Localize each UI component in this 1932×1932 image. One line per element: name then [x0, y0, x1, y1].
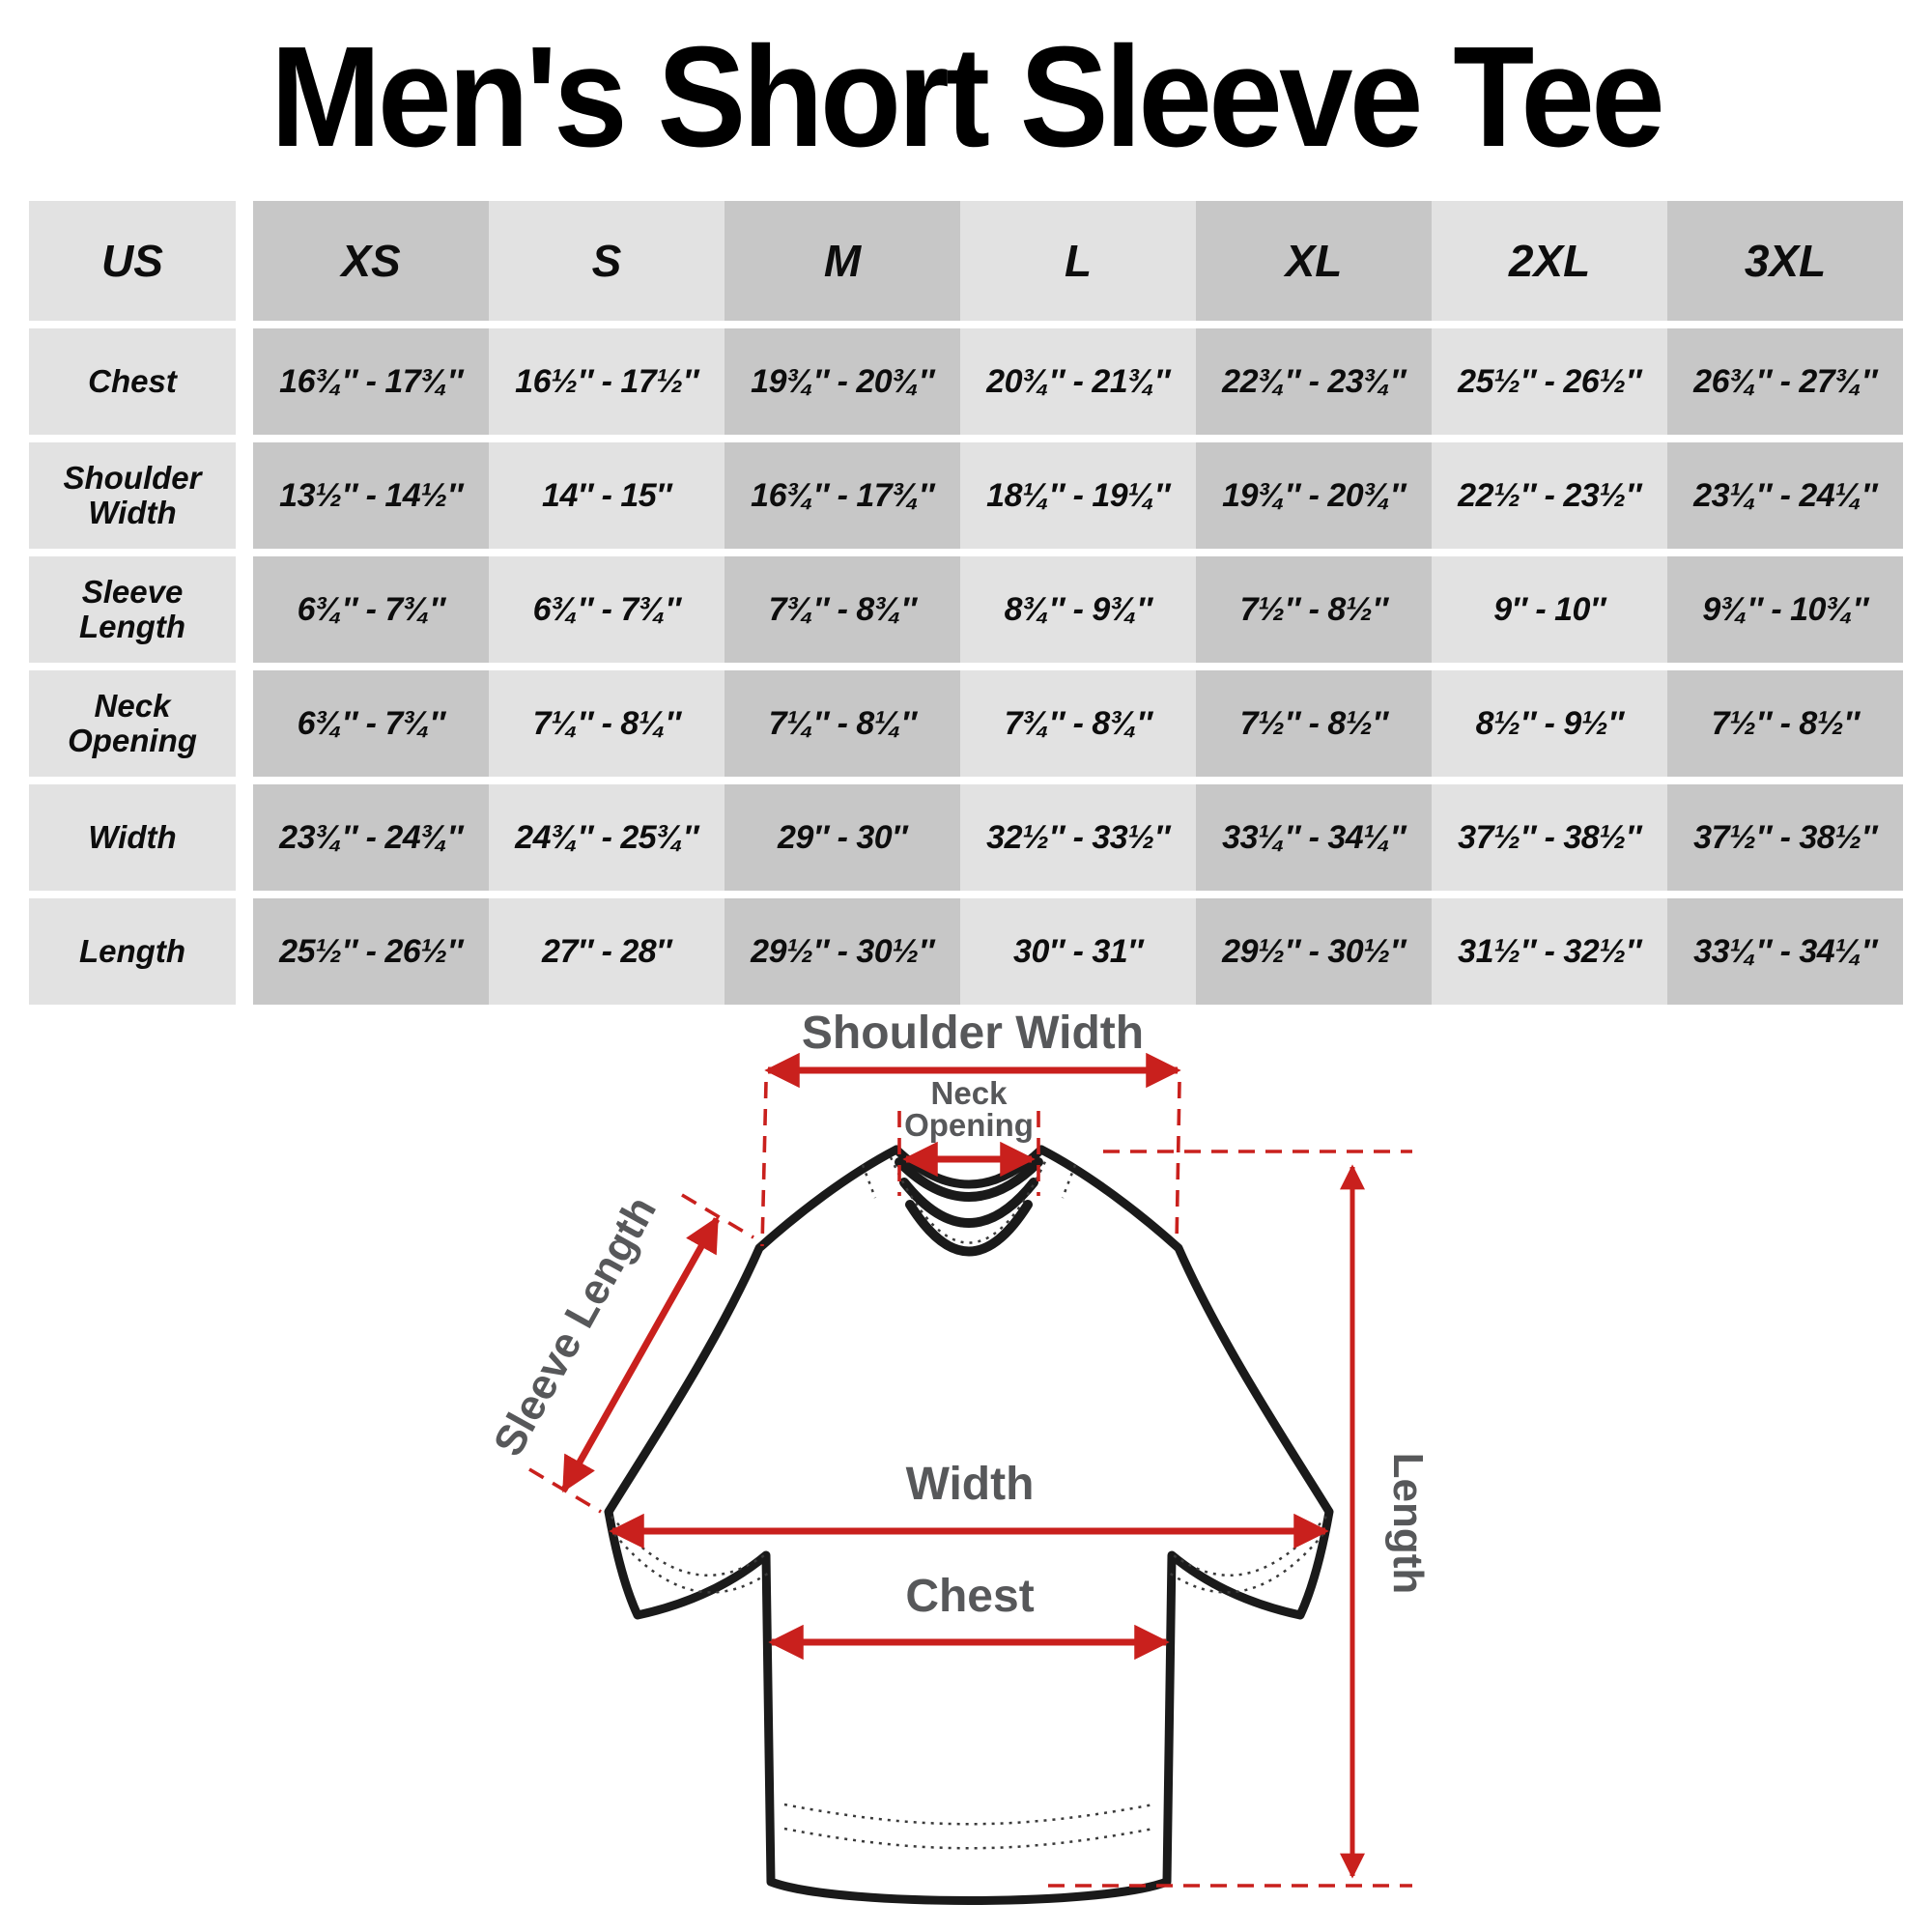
table-row-length: Length 25½″ - 26½″ 27″ - 28″ 29½″ - 30½″… — [29, 898, 1903, 1005]
table-cell: 7½″ - 8½″ — [1196, 670, 1432, 777]
shoulder-width-extension-left — [760, 1081, 768, 1247]
table-cell: 6¾″ - 7¾″ — [489, 556, 724, 663]
length-label: Length — [1384, 1453, 1432, 1595]
shoulder-stitch-line — [861, 1164, 877, 1199]
collar-rib — [905, 1200, 1033, 1257]
table-cell: 16¾″ - 17¾″ — [253, 328, 489, 435]
row-label: Shoulder Width — [29, 442, 236, 549]
sleeve-length-arrow — [560, 1215, 721, 1493]
col-header-2xl: 2XL — [1432, 201, 1667, 321]
table-cell: 23¾″ - 24¾″ — [253, 784, 489, 891]
table-cell: 33¼″ - 34¼″ — [1667, 898, 1903, 1005]
table-cell: 16½″ - 17½″ — [489, 328, 724, 435]
row-label: Sleeve Length — [29, 556, 236, 663]
page-title: Men's Short Sleeve Tee — [270, 17, 1665, 177]
table-cell: 7½″ - 8½″ — [1196, 556, 1432, 663]
chest-label: Chest — [905, 1571, 1034, 1622]
table-cell: 24¾″ - 25¾″ — [489, 784, 724, 891]
table-cell: 29½″ - 30½″ — [724, 898, 960, 1005]
neck-opening-label-line1: Neck — [931, 1075, 1009, 1111]
table-cell: 7¼″ - 8¼″ — [489, 670, 724, 777]
table-cell: 26¾″ - 27¾″ — [1667, 328, 1903, 435]
table-cell: 16¾″ - 17¾″ — [724, 442, 960, 549]
table-row-neck-opening: Neck Opening 6¾″ - 7¾″ 7¼″ - 8¼″ 7¼″ - 8… — [29, 670, 1903, 777]
table-header-row: US XS S M L XL 2XL 3XL — [29, 201, 1903, 321]
col-header-3xl: 3XL — [1667, 201, 1903, 321]
table-cell: 13½″ - 14½″ — [253, 442, 489, 549]
neck-opening-label-line2: Opening — [904, 1107, 1034, 1143]
table-cell: 20¾″ - 21¾″ — [960, 328, 1196, 435]
sleeve-stitch-line — [1168, 1533, 1324, 1594]
shoulder-width-label: Shoulder Width — [802, 1014, 1144, 1059]
table-cell: 6¾″ - 7¾″ — [253, 670, 489, 777]
column-gap — [236, 784, 253, 891]
table-row-sleeve-length: Sleeve Length 6¾″ - 7¾″ 6¾″ - 7¾″ 7¾″ - … — [29, 556, 1903, 663]
table-cell: 19¾″ - 20¾″ — [1196, 442, 1432, 549]
col-header-xl: XL — [1196, 201, 1432, 321]
row-label: Width — [29, 784, 236, 891]
shoulder-width-extension-right — [1175, 1081, 1181, 1245]
table-cell: 22½″ - 23½″ — [1432, 442, 1667, 549]
table-cell: 7½″ - 8½″ — [1667, 670, 1903, 777]
column-gap — [236, 328, 253, 435]
col-header-xs: XS — [253, 201, 489, 321]
table-cell: 33¼″ - 34¼″ — [1196, 784, 1432, 891]
table-cell: 9¾″ - 10¾″ — [1667, 556, 1903, 663]
tshirt-outline — [604, 1145, 1334, 1905]
tshirt-measurement-diagram: Shoulder Width Neck Opening Length Width… — [485, 1014, 1432, 1905]
table-cell: 18¼″ - 19¼″ — [960, 442, 1196, 549]
sleeve-length-tick-top — [681, 1193, 754, 1239]
table-cell: 8½″ - 9½″ — [1432, 670, 1667, 777]
table-cell: 8¾″ - 9¾″ — [960, 556, 1196, 663]
row-label: Neck Opening — [29, 670, 236, 777]
table-cell: 27″ - 28″ — [489, 898, 724, 1005]
table-cell: 7¾″ - 8¾″ — [960, 670, 1196, 777]
table-cell: 7¼″ - 8¼″ — [724, 670, 960, 777]
row-label: Length — [29, 898, 236, 1005]
table-cell: 37½″ - 38½″ — [1432, 784, 1667, 891]
table-cell: 22¾″ - 23¾″ — [1196, 328, 1432, 435]
sleeve-length-label: Sleeve Length — [485, 1189, 666, 1464]
col-header-l: L — [960, 201, 1196, 321]
column-gap — [236, 670, 253, 777]
table-cell: 32½″ - 33½″ — [960, 784, 1196, 891]
table-cell: 37½″ - 38½″ — [1667, 784, 1903, 891]
table-row-shoulder-width: Shoulder Width 13½″ - 14½″ 14″ - 15″ 16¾… — [29, 442, 1903, 549]
column-gap — [236, 201, 253, 321]
table-cell: 6¾″ - 7¾″ — [253, 556, 489, 663]
table-cell: 9″ - 10″ — [1432, 556, 1667, 663]
table-cell: 23¼″ - 24¼″ — [1667, 442, 1903, 549]
table-cell: 30″ - 31″ — [960, 898, 1196, 1005]
sleeve-stitch-line — [613, 1533, 770, 1594]
tshirt-body — [604, 1145, 1334, 1905]
shoulder-stitch-line — [1061, 1164, 1077, 1199]
hem-stitch-line — [783, 1803, 1154, 1826]
table-cell: 31½″ - 32½″ — [1432, 898, 1667, 1005]
width-label: Width — [906, 1459, 1035, 1510]
table-cell: 19¾″ - 20¾″ — [724, 328, 960, 435]
table-cell: 14″ - 15″ — [489, 442, 724, 549]
col-header-s: S — [489, 201, 724, 321]
collar-rib — [899, 1178, 1038, 1228]
table-row-width: Width 23¾″ - 24¾″ 24¾″ - 25¾″ 29″ - 30″ … — [29, 784, 1903, 891]
column-gap — [236, 556, 253, 663]
size-chart-table: US XS S M L XL 2XL 3XL Chest 16¾″ - 17¾″… — [29, 201, 1903, 1012]
table-cell: 25½″ - 26½″ — [1432, 328, 1667, 435]
table-row-chest: Chest 16¾″ - 17¾″ 16½″ - 17½″ 19¾″ - 20¾… — [29, 328, 1903, 435]
hem-stitch-line — [783, 1827, 1154, 1850]
table-cell: 7¾″ - 8¾″ — [724, 556, 960, 663]
table-cell: 29″ - 30″ — [724, 784, 960, 891]
row-label: Chest — [29, 328, 236, 435]
column-gap — [236, 442, 253, 549]
table-cell: 29½″ - 30½″ — [1196, 898, 1432, 1005]
col-header-us: US — [29, 201, 236, 321]
table-cell: 25½″ - 26½″ — [253, 898, 489, 1005]
column-gap — [236, 898, 253, 1005]
col-header-m: M — [724, 201, 960, 321]
sleeve-length-tick-bottom — [528, 1467, 602, 1514]
